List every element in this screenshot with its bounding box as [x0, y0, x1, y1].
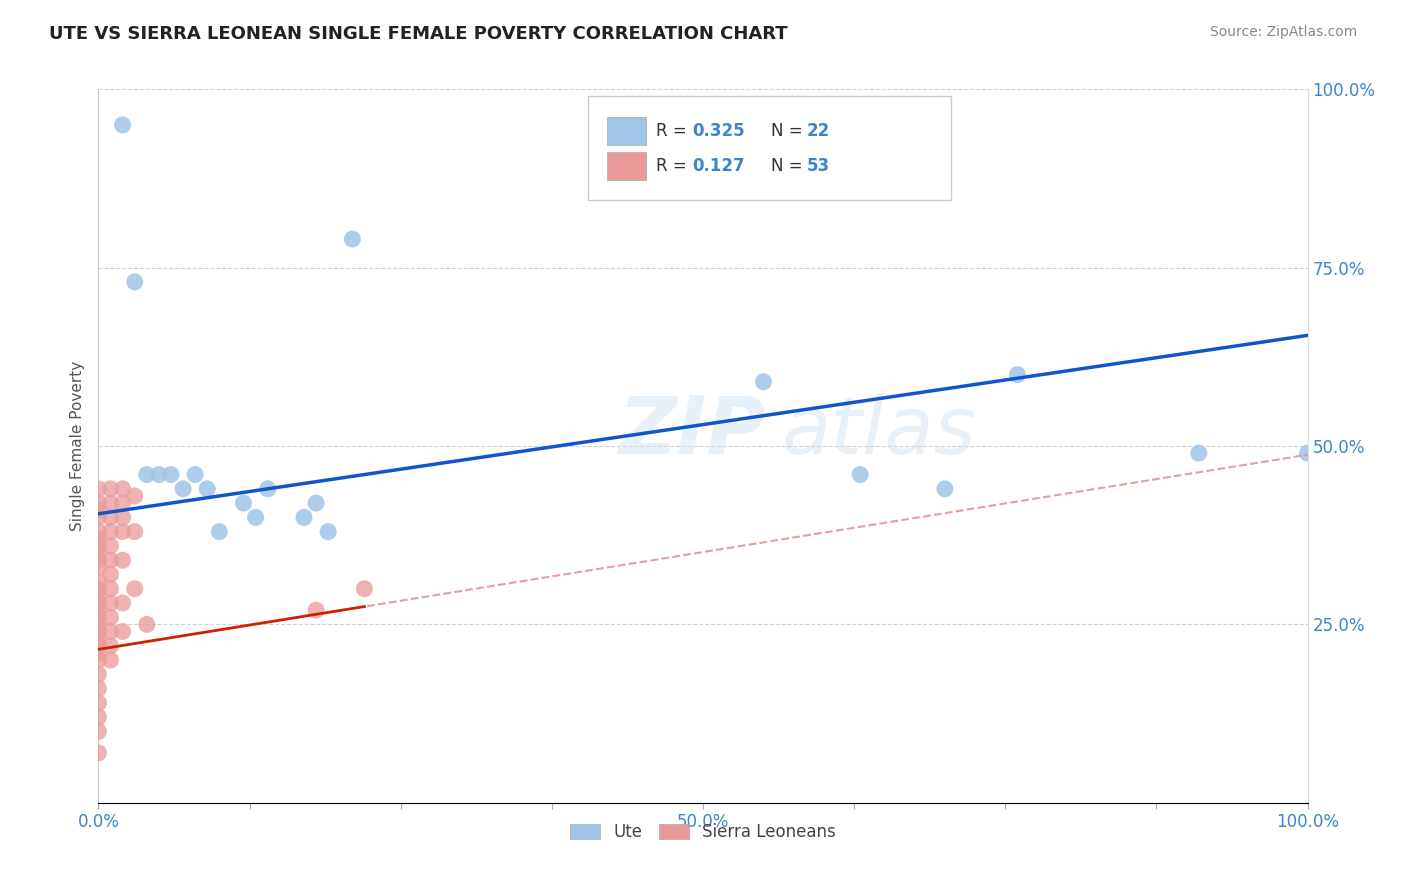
Point	[1007, 368, 1029, 382]
Point	[100, 496, 122, 510]
Point	[87, 632, 110, 646]
Point	[87, 574, 110, 589]
Point	[124, 524, 146, 539]
Point	[100, 653, 122, 667]
Point	[87, 482, 110, 496]
Point	[87, 510, 110, 524]
Point	[111, 524, 134, 539]
Point	[87, 653, 110, 667]
Point	[87, 603, 110, 617]
Point	[124, 275, 146, 289]
Point	[87, 532, 110, 546]
Point	[111, 118, 134, 132]
Text: 0.127: 0.127	[692, 157, 745, 175]
Point	[1296, 446, 1319, 460]
Point	[135, 617, 157, 632]
Point	[342, 232, 364, 246]
Point	[111, 496, 134, 510]
Point	[208, 524, 231, 539]
Text: R =: R =	[655, 157, 692, 175]
Point	[87, 503, 110, 517]
FancyBboxPatch shape	[607, 152, 647, 180]
Point	[87, 667, 110, 681]
Point	[87, 524, 110, 539]
Point	[87, 582, 110, 596]
Point	[100, 610, 122, 624]
Point	[87, 617, 110, 632]
Point	[305, 496, 328, 510]
Point	[232, 496, 254, 510]
Point	[1188, 446, 1211, 460]
Text: Source: ZipAtlas.com: Source: ZipAtlas.com	[1209, 25, 1357, 39]
Point	[87, 610, 110, 624]
Point	[100, 510, 122, 524]
Point	[100, 482, 122, 496]
Point	[353, 582, 375, 596]
Point	[87, 724, 110, 739]
Point	[124, 582, 146, 596]
Point	[160, 467, 183, 482]
Point	[87, 681, 110, 696]
Point	[87, 639, 110, 653]
Point	[111, 482, 134, 496]
Point	[100, 524, 122, 539]
Y-axis label: Single Female Poverty: Single Female Poverty	[70, 361, 86, 531]
Point	[100, 567, 122, 582]
Text: 0.325: 0.325	[692, 121, 745, 139]
Point	[111, 553, 134, 567]
Point	[87, 624, 110, 639]
Point	[256, 482, 278, 496]
Point	[87, 546, 110, 560]
Point	[111, 624, 134, 639]
Text: N =: N =	[770, 157, 807, 175]
Point	[100, 553, 122, 567]
Point	[316, 524, 339, 539]
Point	[752, 375, 775, 389]
Text: atlas: atlas	[782, 392, 976, 471]
Point	[100, 539, 122, 553]
Point	[148, 467, 170, 482]
Point	[245, 510, 267, 524]
Point	[87, 496, 110, 510]
Point	[100, 639, 122, 653]
Point	[87, 589, 110, 603]
Point	[135, 467, 157, 482]
Point	[87, 539, 110, 553]
Point	[292, 510, 315, 524]
FancyBboxPatch shape	[607, 117, 647, 145]
Point	[172, 482, 194, 496]
Text: 22: 22	[807, 121, 830, 139]
Point	[111, 596, 134, 610]
Text: N =: N =	[770, 121, 807, 139]
Point	[87, 646, 110, 660]
Point	[100, 582, 122, 596]
Legend: Ute, Sierra Leoneans: Ute, Sierra Leoneans	[564, 817, 842, 848]
FancyBboxPatch shape	[588, 96, 950, 200]
Text: R =: R =	[655, 121, 692, 139]
Point	[87, 696, 110, 710]
Point	[87, 596, 110, 610]
Point	[195, 482, 218, 496]
Point	[305, 603, 328, 617]
Text: UTE VS SIERRA LEONEAN SINGLE FEMALE POVERTY CORRELATION CHART: UTE VS SIERRA LEONEAN SINGLE FEMALE POVE…	[49, 25, 787, 43]
Point	[111, 510, 134, 524]
Point	[124, 489, 146, 503]
Point	[934, 482, 956, 496]
Point	[87, 553, 110, 567]
Point	[87, 710, 110, 724]
Point	[100, 596, 122, 610]
Point	[184, 467, 207, 482]
Point	[100, 624, 122, 639]
Text: 53: 53	[807, 157, 830, 175]
Point	[849, 467, 872, 482]
Point	[87, 560, 110, 574]
Text: ZIP: ZIP	[619, 392, 766, 471]
Point	[87, 746, 110, 760]
